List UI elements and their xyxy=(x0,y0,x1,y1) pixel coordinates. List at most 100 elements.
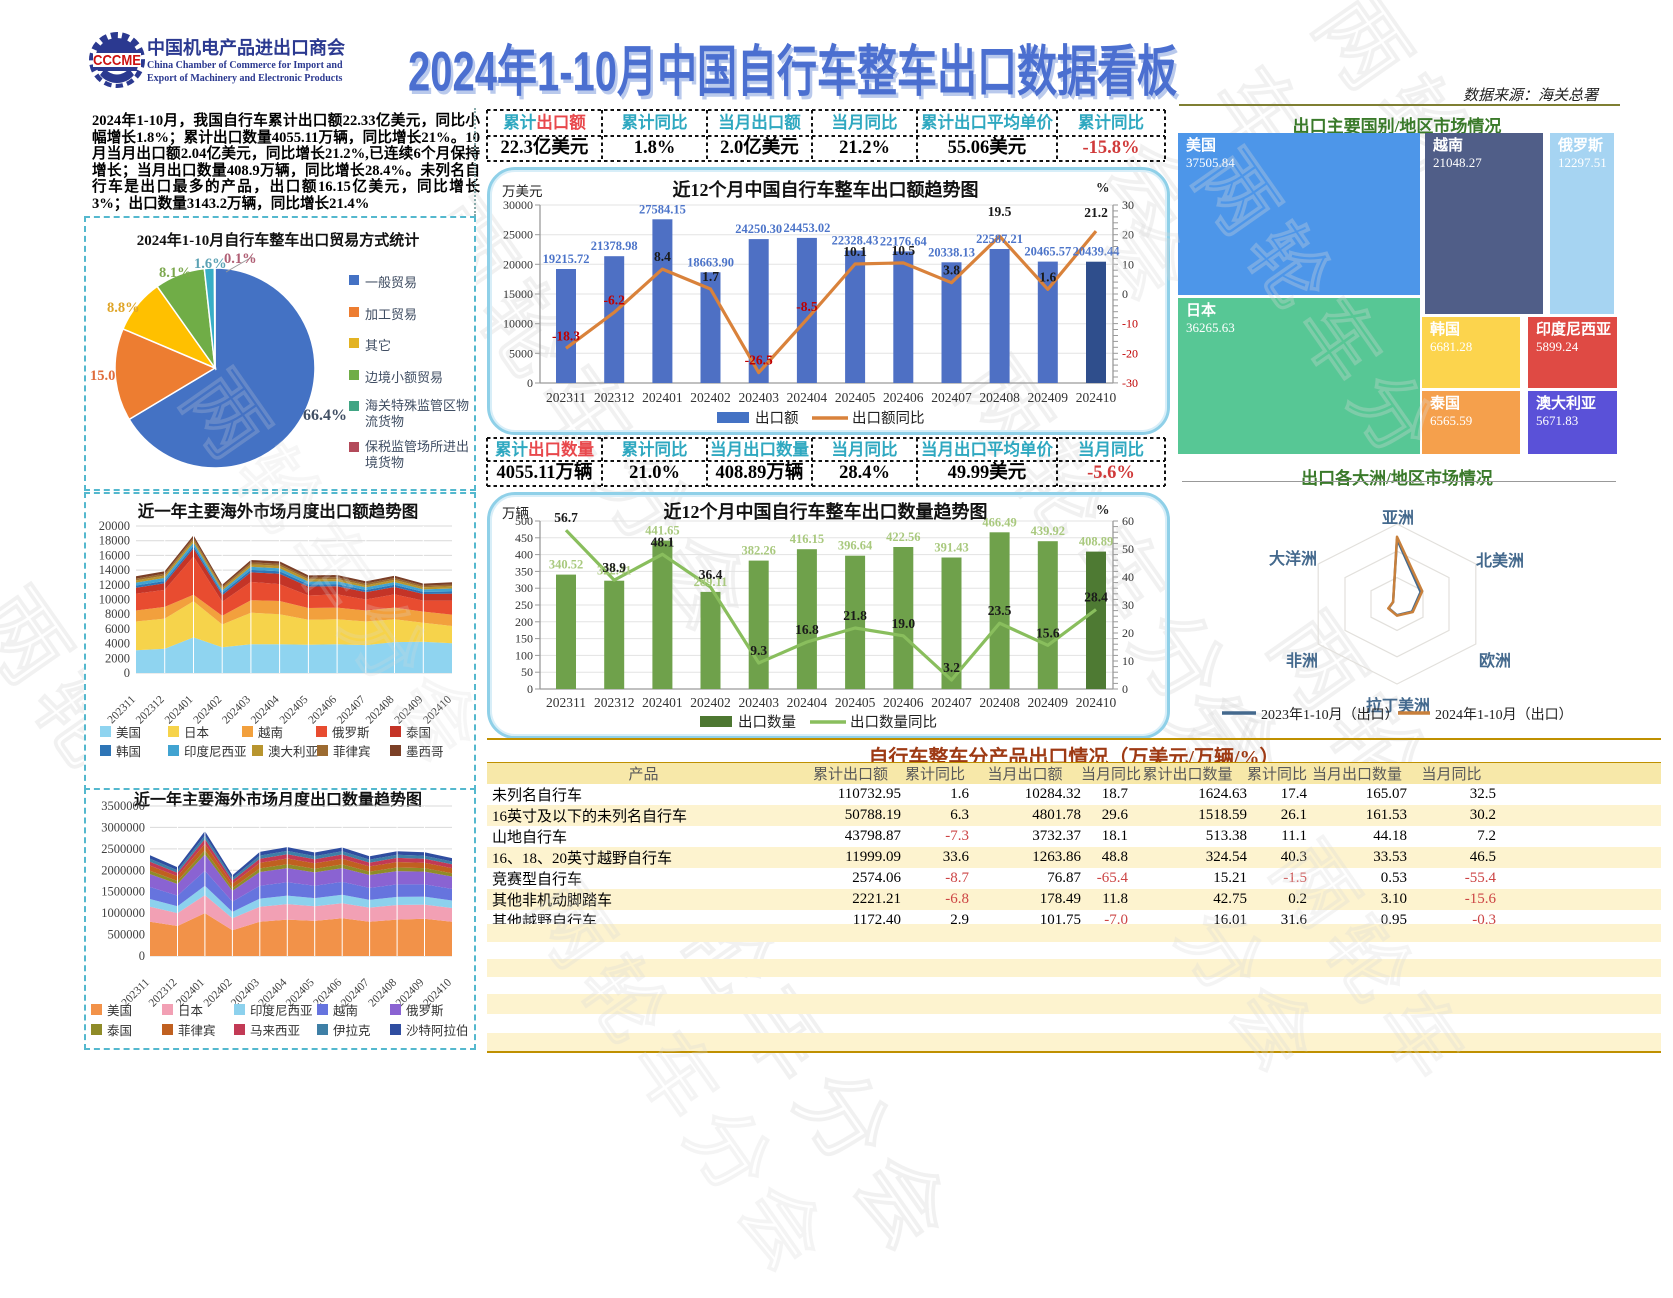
svg-text:36.4: 36.4 xyxy=(699,567,723,582)
svg-text:20465.57: 20465.57 xyxy=(1024,245,1071,259)
svg-text:150: 150 xyxy=(515,632,533,646)
svg-text:202402: 202402 xyxy=(690,390,731,405)
svg-text:500: 500 xyxy=(515,514,533,528)
svg-text:300: 300 xyxy=(515,581,533,595)
svg-text:202404: 202404 xyxy=(787,695,828,710)
svg-text:0: 0 xyxy=(124,666,130,680)
svg-text:伊拉克: 伊拉克 xyxy=(333,1023,371,1038)
svg-text:202409: 202409 xyxy=(1028,390,1069,405)
svg-text:-30: -30 xyxy=(1122,376,1138,390)
svg-text:10: 10 xyxy=(1122,257,1134,271)
svg-text:3.2: 3.2 xyxy=(943,660,960,675)
svg-text:202405: 202405 xyxy=(835,695,876,710)
svg-text:18000: 18000 xyxy=(99,534,130,548)
svg-text:466.49: 466.49 xyxy=(982,515,1016,529)
svg-text:韩国: 韩国 xyxy=(116,744,141,759)
svg-text:382.26: 382.26 xyxy=(742,544,776,558)
svg-text:20: 20 xyxy=(1122,626,1134,640)
svg-text:10000: 10000 xyxy=(503,317,533,331)
svg-text:450: 450 xyxy=(515,531,533,545)
svg-text:322.41: 322.41 xyxy=(597,564,631,578)
svg-text:0: 0 xyxy=(1122,682,1128,696)
svg-text:5000: 5000 xyxy=(509,346,533,360)
svg-text:-20: -20 xyxy=(1122,346,1138,360)
svg-text:澳大利亚: 澳大利亚 xyxy=(268,745,318,759)
svg-text:18663.90: 18663.90 xyxy=(687,255,734,269)
svg-text:0: 0 xyxy=(527,682,533,696)
svg-text:24250.30: 24250.30 xyxy=(735,222,782,236)
svg-text:202408: 202408 xyxy=(979,695,1020,710)
svg-text:2500000: 2500000 xyxy=(101,842,145,856)
svg-text:2000000: 2000000 xyxy=(101,863,145,877)
svg-text:泰国: 泰国 xyxy=(107,1024,132,1038)
svg-text:印度尼西亚: 印度尼西亚 xyxy=(184,744,247,759)
svg-text:马来西亚: 马来西亚 xyxy=(250,1024,300,1038)
svg-text:2000: 2000 xyxy=(105,651,130,665)
svg-text:8.4: 8.4 xyxy=(654,249,671,264)
svg-text:19.5: 19.5 xyxy=(988,204,1012,219)
svg-text:202410: 202410 xyxy=(1076,695,1117,710)
svg-text:391.43: 391.43 xyxy=(934,541,968,555)
svg-text:422.56: 422.56 xyxy=(886,530,920,544)
svg-text:19215.72: 19215.72 xyxy=(543,252,590,266)
svg-text:416.15: 416.15 xyxy=(790,532,824,546)
svg-text:16000: 16000 xyxy=(99,548,130,562)
svg-text:0: 0 xyxy=(1122,287,1128,301)
svg-text:60: 60 xyxy=(1122,514,1134,528)
svg-text:22176.64: 22176.64 xyxy=(880,234,928,248)
svg-text:23.5: 23.5 xyxy=(988,603,1012,618)
svg-text:20338.13: 20338.13 xyxy=(928,245,975,259)
svg-text:22587.21: 22587.21 xyxy=(976,232,1023,246)
svg-text:27584.15: 27584.15 xyxy=(639,202,686,216)
svg-text:-26.5: -26.5 xyxy=(745,353,773,368)
svg-text:菲律宾: 菲律宾 xyxy=(178,1023,216,1038)
svg-text:印度尼西亚: 印度尼西亚 xyxy=(250,1003,313,1018)
svg-text:-10: -10 xyxy=(1122,317,1138,331)
svg-text:350: 350 xyxy=(515,564,533,578)
svg-text:越南: 越南 xyxy=(258,725,283,740)
svg-text:2023年1-10月（出口）: 2023年1-10月（出口） xyxy=(1261,707,1399,723)
svg-text:1.7: 1.7 xyxy=(702,269,719,284)
svg-text:30000: 30000 xyxy=(503,198,533,212)
svg-text:250: 250 xyxy=(515,598,533,612)
svg-text:396.64: 396.64 xyxy=(838,539,873,553)
svg-text:出口额同比: 出口额同比 xyxy=(852,410,925,427)
svg-text:美国: 美国 xyxy=(107,1004,132,1018)
svg-text:10.1: 10.1 xyxy=(843,244,867,259)
svg-text:202403: 202403 xyxy=(738,695,779,710)
svg-text:美国: 美国 xyxy=(116,726,141,740)
svg-text:50: 50 xyxy=(521,665,533,679)
svg-text:202401: 202401 xyxy=(642,390,683,405)
svg-text:20: 20 xyxy=(1122,228,1134,242)
svg-text:3.8: 3.8 xyxy=(943,263,960,278)
svg-text:202408: 202408 xyxy=(979,390,1020,405)
svg-text:6000: 6000 xyxy=(105,622,130,636)
svg-text:340.52: 340.52 xyxy=(549,558,583,572)
svg-text:4000: 4000 xyxy=(105,637,130,651)
svg-text:10: 10 xyxy=(1122,654,1134,668)
svg-text:202401: 202401 xyxy=(642,695,683,710)
svg-text:1000000: 1000000 xyxy=(101,906,145,920)
svg-text:24453.02: 24453.02 xyxy=(783,221,830,235)
svg-text:202311: 202311 xyxy=(546,390,586,405)
svg-text:202404: 202404 xyxy=(787,390,828,405)
svg-text:16.8: 16.8 xyxy=(795,622,819,637)
svg-text:50: 50 xyxy=(1122,542,1134,556)
svg-text:40: 40 xyxy=(1122,570,1134,584)
svg-text:25000: 25000 xyxy=(503,228,533,242)
svg-text:墨西哥: 墨西哥 xyxy=(406,745,444,759)
svg-text:10000: 10000 xyxy=(99,593,130,607)
svg-text:30: 30 xyxy=(1122,198,1134,212)
svg-text:15000: 15000 xyxy=(503,287,533,301)
svg-text:202406: 202406 xyxy=(883,390,924,405)
svg-text:8000: 8000 xyxy=(105,607,130,621)
svg-text:出口数量同比: 出口数量同比 xyxy=(850,714,937,731)
svg-text:20439.44: 20439.44 xyxy=(1073,245,1121,259)
svg-text:沙特阿拉伯: 沙特阿拉伯 xyxy=(406,1023,469,1038)
svg-text:202402: 202402 xyxy=(690,695,731,710)
svg-text:菲律宾: 菲律宾 xyxy=(333,744,371,759)
svg-text:20000: 20000 xyxy=(99,519,130,533)
svg-text:28.4: 28.4 xyxy=(1084,590,1108,605)
svg-text:500000: 500000 xyxy=(108,928,146,942)
svg-text:202406: 202406 xyxy=(883,695,924,710)
